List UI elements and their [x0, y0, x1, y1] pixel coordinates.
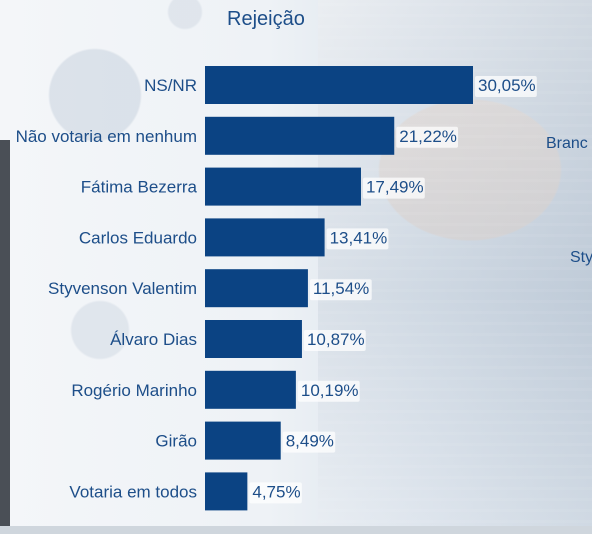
value-label: 13,41% [330, 228, 388, 247]
value-label: 17,49% [366, 178, 424, 197]
chart-title: Rejeição [227, 8, 305, 30]
category-label: Fátima Bezerra [81, 178, 198, 197]
value-label: 4,75% [252, 482, 300, 501]
category-label: NS/NR [144, 76, 197, 95]
value-label: 30,05% [478, 76, 536, 95]
category-label: Carlos Eduardo [79, 228, 197, 247]
category-label: Não votaria em nenhum [16, 127, 197, 146]
side-label-sty: Sty [570, 249, 592, 266]
bar [205, 370, 296, 409]
category-label: Rogério Marinho [71, 381, 197, 400]
side-label-branc: Branc [546, 135, 588, 152]
category-label: Álvaro Dias [110, 330, 197, 349]
value-label: 8,49% [286, 432, 334, 451]
value-label-background [249, 482, 302, 504]
value-label-background [396, 126, 459, 148]
value-label: 10,87% [307, 330, 365, 349]
value-label: 10,19% [301, 381, 359, 400]
left-edge-strip [0, 140, 10, 534]
bar [205, 472, 248, 511]
value-label-background [362, 177, 425, 199]
category-label: Styvenson Valentim [48, 279, 197, 298]
bar [205, 269, 308, 308]
bar [205, 116, 395, 155]
category-label: Girão [155, 432, 197, 451]
bar [205, 218, 325, 257]
value-label-background [309, 279, 372, 301]
bar [205, 167, 361, 206]
bottom-band [0, 526, 592, 534]
bar [205, 320, 302, 358]
category-label: Votaria em todos [69, 482, 197, 501]
value-label-background [475, 76, 537, 97]
value-label-background [297, 380, 360, 402]
value-label-background [303, 330, 366, 351]
value-label-background [282, 431, 336, 453]
bar [205, 421, 281, 460]
value-label-background [326, 228, 389, 250]
value-label: 21,22% [399, 127, 457, 146]
bar [205, 66, 473, 104]
value-label: 11,54% [313, 279, 369, 298]
